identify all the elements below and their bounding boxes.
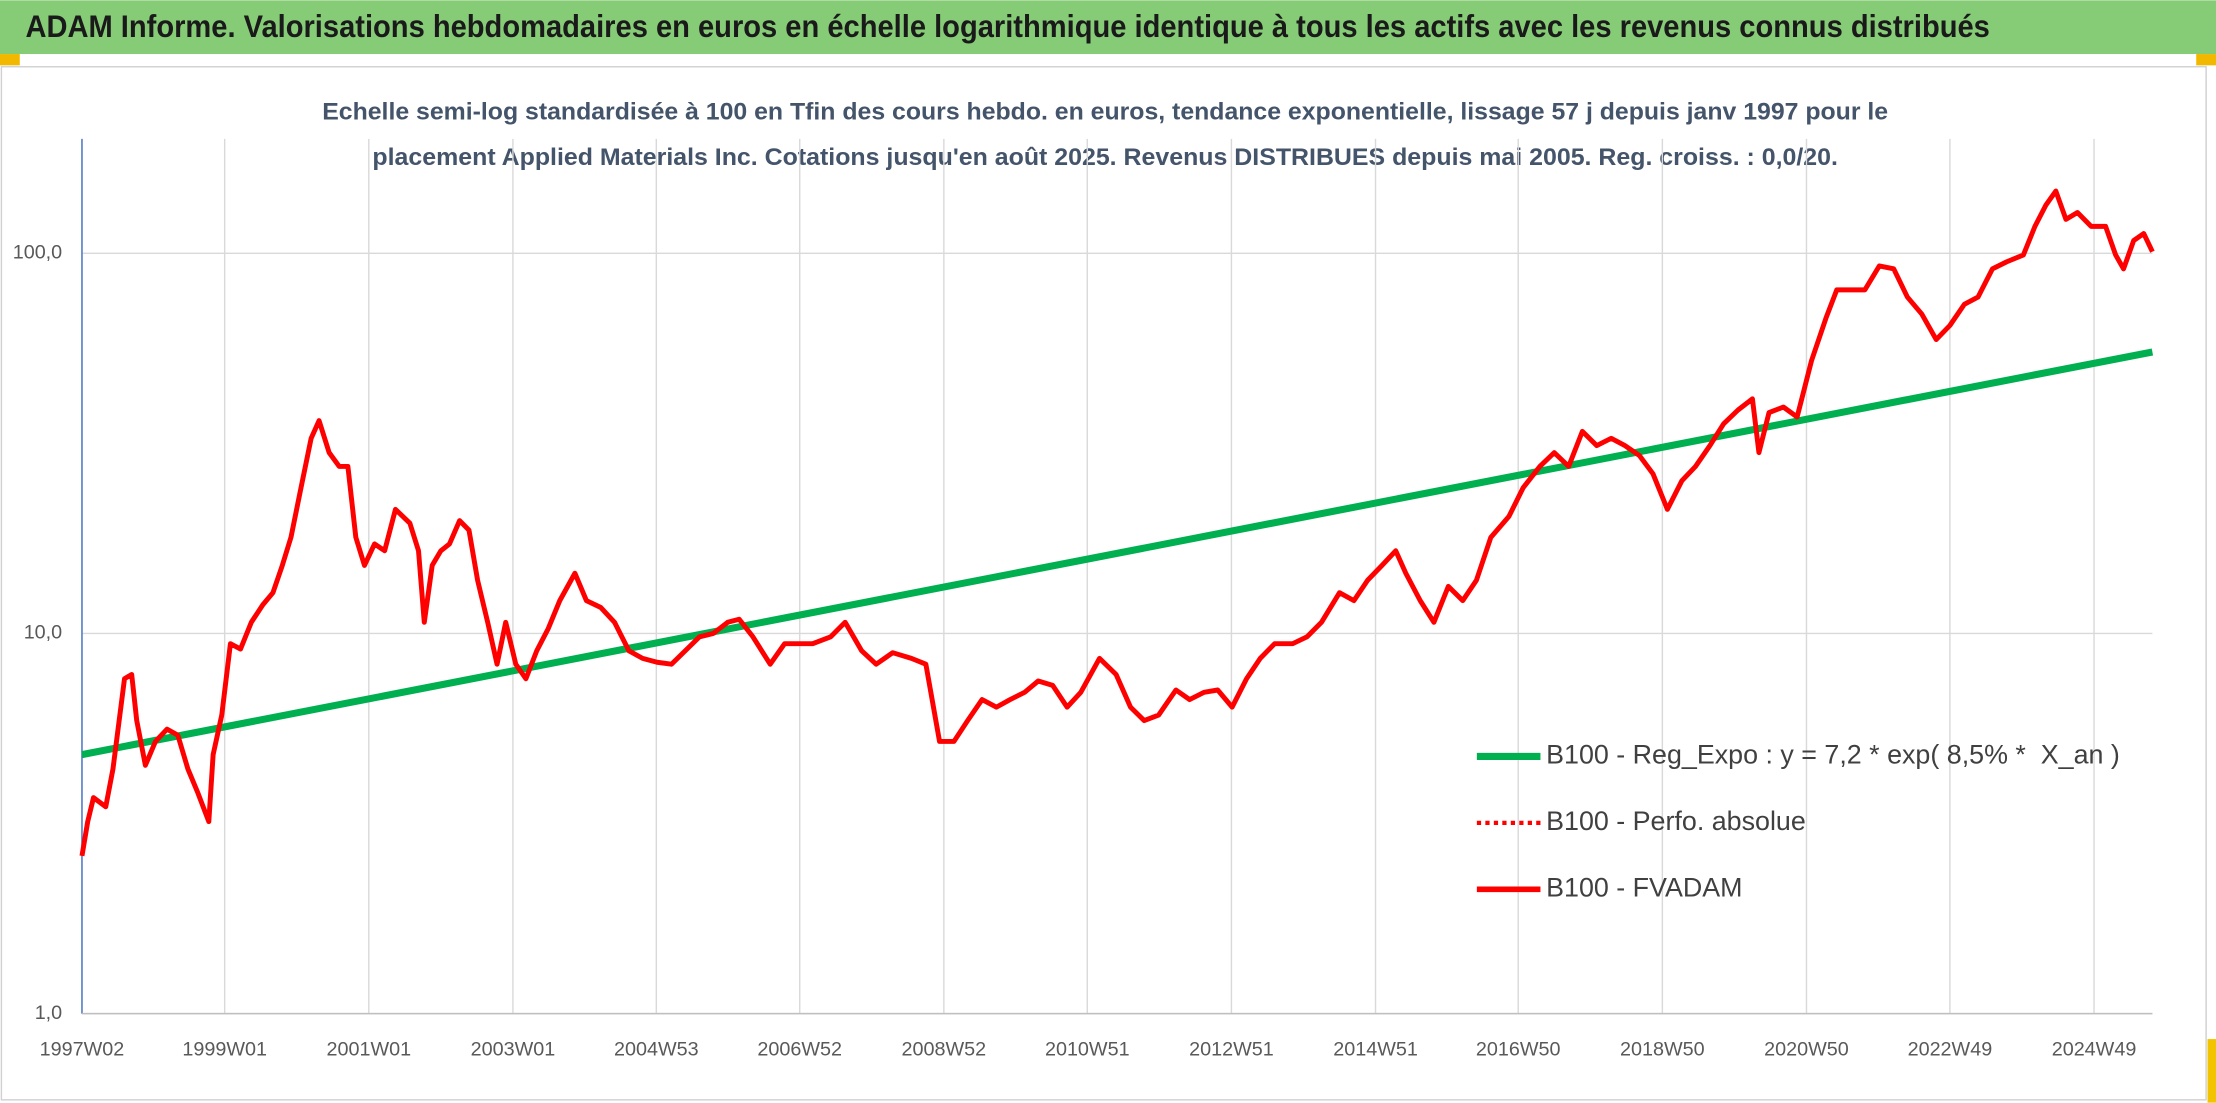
corner-mark [0,54,20,66]
legend-label: B100 - Reg_Expo : y = 7,2 * exp( 8,5% * … [1546,740,2120,770]
y-tick-label: 10,0 [24,622,62,644]
subtitle: placement Applied Materials Inc. Cotatio… [372,144,1838,171]
header-bar [0,0,2216,55]
x-tick-label: 2010W51 [1045,1039,1130,1061]
x-tick-label: 2014W51 [1333,1039,1418,1061]
x-tick-label: 1997W02 [40,1039,125,1061]
x-tick-label: 1999W01 [182,1039,267,1061]
x-tick-label: 2004W53 [614,1039,699,1061]
chart-title: ADAM Informe. Valorisations hebdomadaire… [25,9,1989,44]
x-tick-label: 2012W51 [1189,1039,1274,1061]
x-tick-label: 2022W49 [1908,1039,1993,1061]
subtitle: Echelle semi-log standardisée à 100 en T… [322,99,1888,126]
x-tick-label: 2008W52 [902,1039,987,1061]
y-tick-label: 100,0 [13,241,62,263]
legend-label: B100 - FVADAM [1546,872,1742,902]
legend-label: B100 - Perfo. absolue [1546,806,1806,836]
corner-mark [2207,1039,2216,1103]
x-tick-label: 2018W50 [1620,1039,1705,1061]
x-tick-label: 2016W50 [1476,1039,1561,1061]
y-tick-label: 1,0 [35,1002,62,1024]
x-tick-label: 2024W49 [2052,1039,2137,1061]
corner-mark [2196,54,2216,66]
x-tick-label: 2006W52 [757,1039,842,1061]
series-line [79,188,2155,857]
series-line [81,348,2154,759]
x-tick-label: 2020W50 [1764,1039,1849,1061]
x-tick-label: 2001W01 [326,1039,411,1061]
chart-frame [0,66,2207,1101]
x-tick-label: 2003W01 [471,1039,556,1061]
